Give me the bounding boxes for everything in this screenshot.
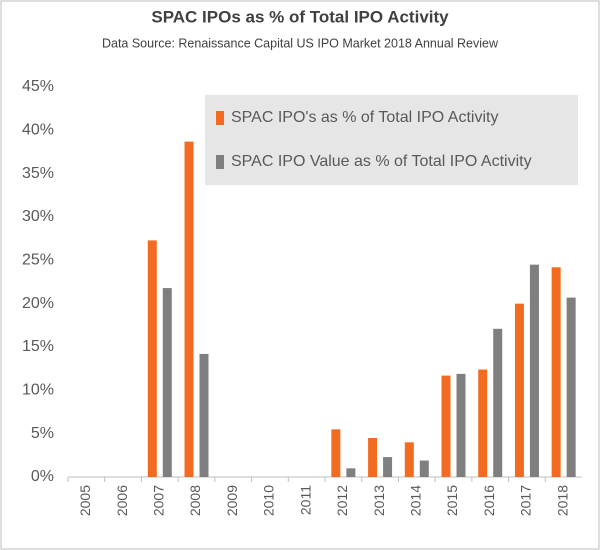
- y-tick-label: 10%: [22, 382, 54, 399]
- x-tick-label: 2012: [334, 485, 350, 516]
- x-tick-label: 2017: [518, 485, 534, 516]
- y-tick-label: 25%: [22, 252, 54, 269]
- x-tick-label: 2014: [407, 485, 423, 516]
- y-tick-label: 0%: [31, 468, 54, 485]
- bar: [493, 328, 503, 477]
- bar: [566, 297, 576, 477]
- x-tick-label: 2018: [554, 485, 570, 516]
- legend-label: SPAC IPO's as % of Total IPO Activity: [231, 109, 498, 126]
- legend-box: [205, 95, 578, 185]
- x-tick-label: 2008: [187, 485, 203, 516]
- x-tick-label: 2016: [481, 485, 497, 516]
- y-tick-label: 20%: [22, 295, 54, 312]
- y-tick-label: 5%: [31, 425, 54, 442]
- bar: [441, 375, 451, 477]
- bar: [478, 369, 488, 477]
- bar: [184, 141, 194, 477]
- y-tick-label: 35%: [22, 165, 54, 182]
- bar: [551, 267, 561, 477]
- x-tick-label: 2007: [150, 485, 166, 516]
- x-tick-label: 2011: [297, 485, 313, 515]
- legend-swatch: [216, 111, 224, 125]
- bar: [199, 353, 209, 477]
- x-tick-label: 2015: [444, 485, 460, 516]
- x-tick-label: 2009: [224, 485, 240, 516]
- bar: [162, 288, 172, 477]
- chart-title: SPAC IPOs as % of Total IPO Activity: [151, 7, 449, 26]
- bar: [514, 303, 524, 477]
- bar: [383, 457, 393, 477]
- chart-subtitle: Data Source: Renaissance Capital US IPO …: [102, 36, 499, 50]
- x-tick-label: 2005: [77, 485, 93, 516]
- bar: [368, 438, 378, 477]
- legend-swatch: [216, 155, 224, 169]
- bar: [456, 373, 466, 477]
- bar: [331, 429, 341, 477]
- bar: [346, 468, 356, 477]
- bar: [419, 460, 429, 477]
- bar: [147, 240, 157, 477]
- bar: [404, 442, 414, 477]
- y-tick-label: 40%: [22, 122, 54, 139]
- x-tick-label: 2013: [371, 485, 387, 516]
- legend-label: SPAC IPO Value as % of Total IPO Activit…: [231, 153, 532, 170]
- x-tick-label: 2010: [261, 485, 277, 516]
- x-tick-label: 2006: [114, 485, 130, 516]
- y-tick-label: 30%: [22, 208, 54, 225]
- y-tick-label: 45%: [22, 78, 54, 95]
- bar: [529, 264, 539, 477]
- y-tick-label: 15%: [22, 338, 54, 355]
